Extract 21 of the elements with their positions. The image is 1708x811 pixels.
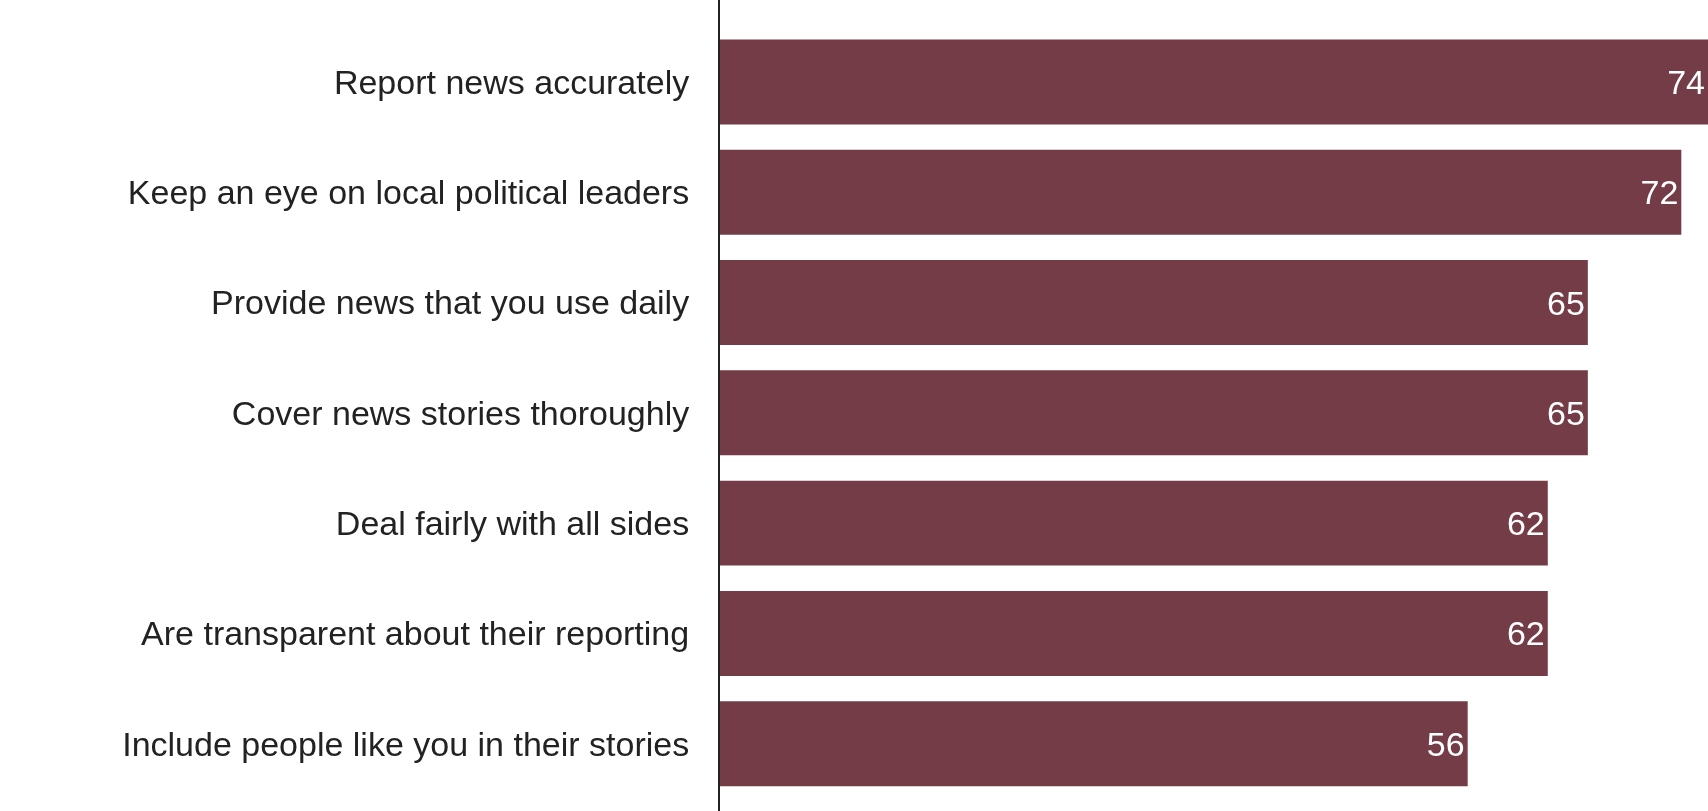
y-tick-label: Provide news that you use daily <box>211 283 690 322</box>
y-tick-label: Report news accurately <box>333 62 690 101</box>
data-label: 65 <box>1547 393 1585 432</box>
bar <box>720 39 1708 125</box>
y-tick-label: Keep an eye on local political leaders <box>127 173 690 212</box>
bar <box>720 590 1548 676</box>
data-label: 72 <box>1640 173 1679 212</box>
data-label: 65 <box>1547 283 1585 322</box>
y-tick-label: Include people like you in their stories <box>122 724 690 763</box>
bar <box>720 701 1468 787</box>
bar <box>720 370 1588 456</box>
bar <box>720 149 1682 235</box>
bar <box>720 260 1588 345</box>
y-tick-label: Are transparent about their reporting <box>141 614 690 653</box>
y-tick-label: Cover news stories thoroughly <box>231 393 690 432</box>
data-label: 56 <box>1426 724 1465 763</box>
bar <box>720 480 1548 566</box>
data-label: 74 <box>1667 62 1705 101</box>
data-label: 62 <box>1506 504 1545 543</box>
y-tick-label: Deal fairly with all sides <box>335 504 690 543</box>
data-label: 62 <box>1506 614 1545 653</box>
